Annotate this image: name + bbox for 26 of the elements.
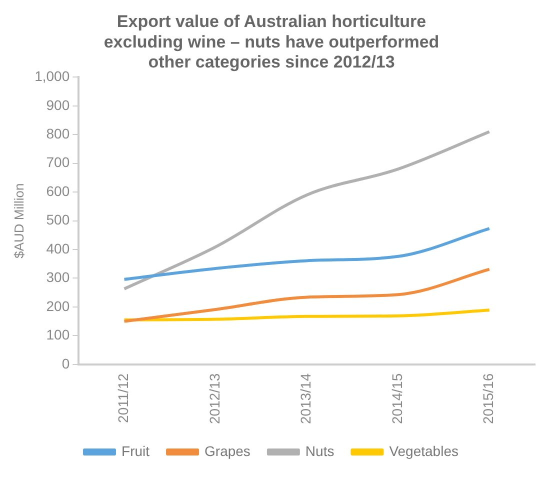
x-tick-label: 2012/13 <box>206 373 222 424</box>
y-tick-label: 0 <box>62 355 70 372</box>
legend-label: Fruit <box>122 442 150 459</box>
x-tick-label: 2011/12 <box>115 373 132 423</box>
x-tick-label: 2014/15 <box>388 373 405 424</box>
y-tick-label: 500 <box>46 212 70 228</box>
y-tick-label: 600 <box>46 182 70 199</box>
legend-label: Vegetables <box>389 442 459 459</box>
y-tick-label: 200 <box>46 298 70 314</box>
line-series <box>122 227 491 281</box>
line-series <box>122 268 491 323</box>
y-tick-label: 900 <box>46 96 70 113</box>
line-series <box>122 130 491 290</box>
x-tick-label: 2013/14 <box>298 373 314 424</box>
line-series <box>122 308 491 322</box>
y-tick-label: 1,000 <box>34 68 70 84</box>
y-tick-label: 100 <box>46 326 70 343</box>
legend-label: Grapes <box>204 442 250 459</box>
y-tick-label: 400 <box>46 240 70 256</box>
x-tick-label: 2015/16 <box>480 373 496 424</box>
chart-title: Export value of Australian horticulture excluding wine – nuts have outperformed other categories since 2012/13 <box>104 12 440 72</box>
legend-label: Nuts <box>305 442 334 459</box>
y-tick-label: 300 <box>46 269 70 286</box>
y-axis-title: $AUD Million <box>11 183 26 258</box>
y-tick-label: 800 <box>46 126 70 142</box>
y-tick-label: 700 <box>46 154 70 170</box>
